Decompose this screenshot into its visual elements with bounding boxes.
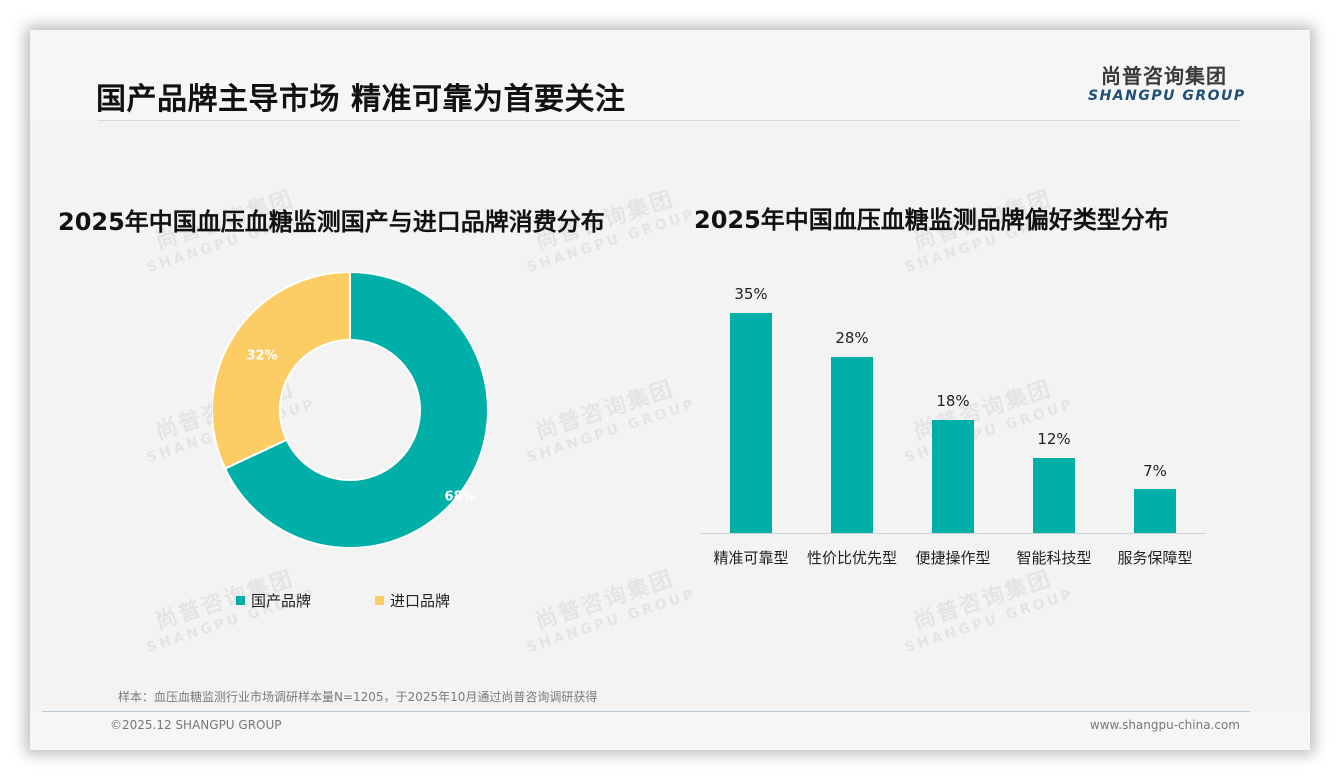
bar-smart-tech — [1033, 458, 1075, 533]
donut-chart-title: 2025年中国血压血糖监测国产与进口品牌消费分布 — [58, 208, 605, 236]
donut-svg — [211, 270, 489, 549]
x-axis-line — [700, 533, 1206, 534]
legend-swatch-teal-icon — [236, 596, 245, 605]
sample-note: 样本：血压血糖监测行业市场调研样本量N=1205，于2025年10月通过尚普咨询… — [118, 690, 598, 704]
donut-label-domestic: 68% — [444, 489, 476, 505]
website-link[interactable]: www.shangpu-china.com — [1089, 718, 1240, 732]
bar-value-label: 18% — [936, 392, 970, 410]
bar-value-label: 7% — [1143, 462, 1167, 480]
footer-divider — [42, 711, 1250, 712]
logo-cn-text: 尚普咨询集团 — [1101, 64, 1227, 88]
donut-segment-import — [211, 270, 351, 470]
company-logo: 尚普咨询集团 SHANGPU GROUP — [1088, 64, 1246, 104]
bar-category-label: 性价比优先型 — [806, 549, 897, 567]
legend-label: 进口品牌 — [390, 592, 451, 610]
bar-chart-title: 2025年中国血压血糖监测品牌偏好类型分布 — [694, 206, 1169, 234]
page-title: 国产品牌主导市场 精准可靠为首要关注 — [96, 82, 626, 117]
bar-value-label: 28% — [835, 329, 869, 347]
bar-category-label: 精准可靠型 — [713, 549, 789, 567]
donut-legend: 国产品牌 进口品牌 — [236, 590, 450, 611]
donut-label-import: 32% — [246, 348, 278, 364]
bar-category-label: 便捷操作型 — [915, 549, 991, 567]
bar-value-for-money — [831, 357, 873, 533]
bar-category-label: 智能科技型 — [1016, 549, 1092, 567]
bar-value-label: 12% — [1037, 430, 1071, 448]
legend-item-import: 进口品牌 — [375, 590, 450, 611]
title-divider — [98, 120, 1240, 121]
legend-item-domestic: 国产品牌 — [236, 590, 311, 611]
bar-chart: 35% 28% 18% 12% 7% 精准可靠型 性价比优先型 便捷操作型 智能… — [700, 280, 1210, 580]
donut-segment-domestic — [223, 270, 489, 549]
header-band — [30, 30, 1310, 120]
slide: 尚普咨询集团 SHANGPU GROUP 尚普咨询集团 SHANGPU GROUP … — [30, 30, 1310, 750]
logo-en-text: SHANGPU GROUP — [1088, 88, 1246, 104]
bar-value-label: 35% — [734, 285, 768, 303]
legend-label: 国产品牌 — [251, 592, 312, 610]
bar-service-guarantee — [1134, 489, 1176, 533]
legend-swatch-yellow-icon — [375, 596, 385, 605]
footer-band — [30, 712, 1310, 750]
donut-chart: 68% 32% — [211, 270, 489, 549]
bar-category-label: 服务保障型 — [1117, 549, 1193, 567]
bar-easy-operation — [932, 420, 974, 533]
bar-precise-reliable — [730, 313, 772, 533]
copyright-text: ©2025.12 SHANGPU GROUP — [110, 718, 282, 732]
